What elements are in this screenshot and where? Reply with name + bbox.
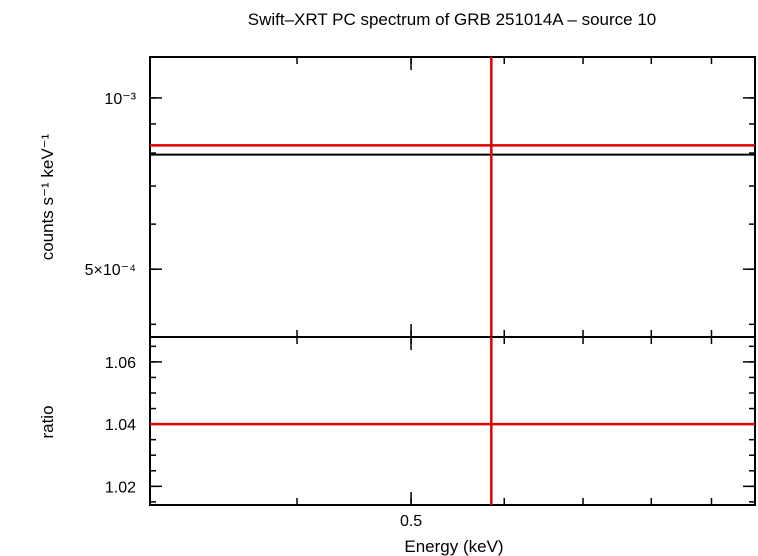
ratio-panel: 0.5 1.02 1.04 1.06	[105, 336, 756, 530]
spectrum-y-tick-label: 5×10⁻⁴	[85, 262, 136, 279]
ratio-y-tick-label: 1.06	[105, 355, 136, 372]
ratio-y-tick-label: 1.02	[105, 479, 136, 496]
spectrum-frame	[149, 56, 756, 338]
ratio-y-axis-label: ratio	[38, 405, 57, 438]
x-axis-label: Energy (keV)	[404, 537, 503, 556]
chart-title: Swift–XRT PC spectrum of GRB 251014A – s…	[248, 10, 657, 29]
ratio-frame	[149, 336, 756, 506]
x-tick-label: 0.5	[400, 513, 422, 530]
spectrum-y-axis-label: counts s⁻¹ keV⁻¹	[38, 133, 57, 260]
spectrum-y-tick-label: 10⁻³	[104, 91, 136, 108]
ratio-y-tick-label: 1.04	[105, 417, 136, 434]
spectrum-panel: 10⁻³ 5×10⁻⁴	[85, 56, 756, 338]
